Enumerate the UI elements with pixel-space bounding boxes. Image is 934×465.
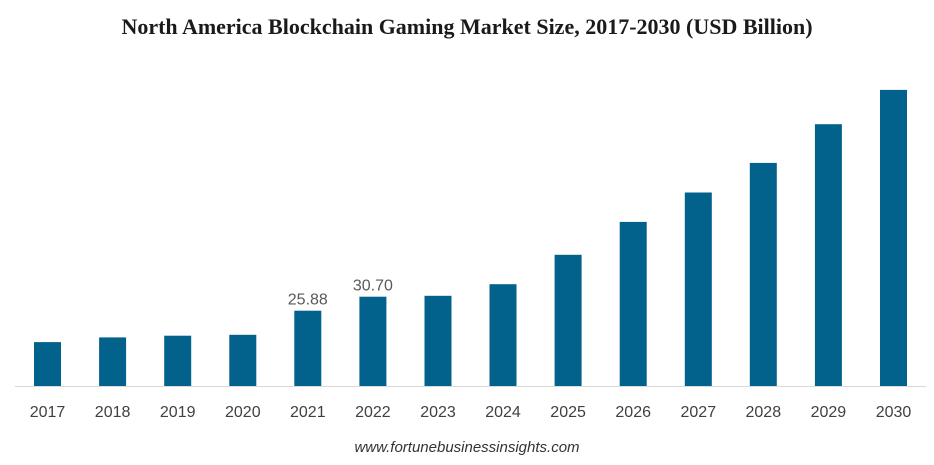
bar-2027 [684,192,712,386]
chart-title: North America Blockchain Gaming Market S… [121,14,813,39]
bar-2026 [619,221,647,386]
bar-2024 [489,284,517,386]
data-labels: 25.88 30.70 [288,278,393,309]
x-tick-label-2022: 2022 [355,404,391,421]
x-tick-label-2028: 2028 [746,404,782,421]
data-label-2021: 25.88 [288,292,328,309]
bars-group [34,89,907,387]
bar-2022 [359,296,387,386]
bar-2017 [34,342,61,386]
x-tick-labels: 2017 2018 2019 2020 2021 2022 2023 2024 2025 2026… [30,404,912,421]
bar-2023 [424,295,452,386]
x-tick-label-2017: 2017 [30,404,66,421]
x-tick-label-2030: 2030 [876,404,912,421]
x-tick-label-2029: 2029 [811,404,847,421]
x-tick-label-2026: 2026 [615,404,651,421]
bar-2025 [554,254,582,386]
x-tick-label-2021: 2021 [290,404,326,421]
bar-2030 [880,89,907,387]
data-label-2022: 30.70 [353,278,393,295]
bar-2028 [749,162,777,386]
bar-2029 [814,124,842,386]
x-tick-label-2027: 2027 [681,404,717,421]
x-tick-label-2024: 2024 [485,404,521,421]
x-tick-label-2023: 2023 [420,404,456,421]
bar-2021 [294,310,322,386]
bar-2018 [99,337,127,386]
x-tick-label-2018: 2018 [95,404,131,421]
bar-2020 [229,334,257,386]
source-text: www.fortunebusinessinsights.com [354,439,580,456]
x-tick-label-2019: 2019 [160,404,196,421]
bar-2019 [164,335,192,386]
x-tick-label-2025: 2025 [550,404,586,421]
x-tick-label-2020: 2020 [225,404,261,421]
